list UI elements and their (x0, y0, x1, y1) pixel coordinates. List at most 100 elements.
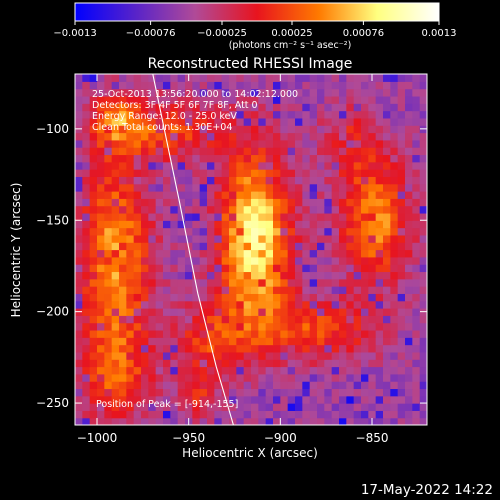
heatmap-cell (148, 147, 157, 156)
heatmap-cell (353, 234, 362, 243)
heatmap-cell (375, 395, 384, 404)
heatmap-cell (229, 74, 237, 82)
heatmap-cell (419, 242, 427, 251)
heatmap-cell (383, 300, 391, 309)
heatmap-cell (236, 125, 245, 134)
heatmap-cell (170, 183, 179, 192)
heatmap-cell (280, 95, 289, 104)
heatmap-cell (280, 176, 289, 185)
heatmap-cell (207, 351, 215, 360)
heatmap-cell (119, 359, 127, 368)
heatmap-cell (229, 249, 237, 258)
heatmap-cell (177, 242, 186, 251)
heatmap-cell (324, 132, 333, 141)
heatmap-cell (199, 110, 208, 119)
heatmap-cell (236, 403, 245, 411)
heatmap-cell (361, 95, 369, 104)
heatmap-cell (82, 417, 91, 425)
heatmap-cell (214, 315, 223, 324)
heatmap-cell (192, 191, 201, 199)
heatmap-cell (177, 132, 186, 141)
heatmap-cell (280, 220, 289, 229)
heatmap-cell (236, 337, 245, 346)
heatmap-cell (375, 359, 384, 368)
heatmap-cell (82, 256, 91, 265)
heatmap-cell (375, 403, 384, 411)
heatmap-cell (339, 103, 347, 112)
heatmap-cell (185, 212, 193, 221)
heatmap-cell (104, 234, 113, 243)
heatmap-cell (111, 95, 120, 104)
heatmap-cell (111, 403, 120, 411)
heatmap-cell (155, 264, 164, 273)
heatmap-cell (185, 388, 193, 397)
heatmap-cell (265, 329, 274, 338)
heatmap-cell (397, 176, 406, 185)
heatmap-cell (207, 183, 215, 192)
heatmap-cell (155, 161, 164, 170)
heatmap-cell (111, 227, 120, 236)
heatmap-cell (177, 344, 186, 353)
heatmap-cell (405, 322, 413, 331)
heatmap-cell (324, 191, 333, 199)
heatmap-cell (368, 403, 377, 411)
heatmap-cell (258, 359, 267, 368)
heatmap-cell (295, 139, 303, 148)
heatmap-cell (214, 147, 223, 156)
heatmap-cell (163, 110, 171, 119)
heatmap-cell (229, 366, 237, 375)
heatmap-cell (141, 271, 149, 280)
heatmap-cell (214, 417, 223, 425)
heatmap-cell (236, 410, 245, 419)
heatmap-cell (383, 315, 391, 324)
heatmap-cell (251, 344, 259, 353)
heatmap-cell (185, 329, 193, 338)
heatmap-cell (390, 227, 399, 236)
heatmap-cell (163, 154, 171, 163)
heatmap-cell (375, 74, 384, 82)
heatmap-cell (111, 359, 120, 368)
heatmap-cell (75, 395, 83, 404)
heatmap-cell (119, 388, 127, 397)
heatmap-cell (170, 264, 179, 273)
heatmap-cell (141, 337, 149, 346)
heatmap-cell (287, 381, 296, 390)
heatmap-cell (339, 417, 347, 425)
heatmap-cell (141, 403, 149, 411)
heatmap-cell (82, 249, 91, 258)
heatmap-cell (302, 125, 311, 134)
heatmap-cell (324, 81, 333, 90)
heatmap-cell (192, 366, 201, 375)
heatmap-cell (221, 417, 230, 425)
heatmap-cell (243, 366, 252, 375)
heatmap-cell (104, 315, 113, 324)
annotation-detectors: Detectors: 3F 4F 5F 6F 7F 8F, Att 0 (92, 100, 258, 111)
heatmap-cell (155, 278, 164, 287)
heatmap-cell (265, 139, 274, 148)
heatmap-cell (192, 74, 201, 82)
heatmap-cell (324, 410, 333, 419)
heatmap-cell (375, 366, 384, 375)
heatmap-cell (324, 212, 333, 221)
heatmap-cell (346, 117, 355, 126)
heatmap-cell (397, 359, 406, 368)
heatmap-cell (317, 74, 325, 82)
heatmap-cell (236, 271, 245, 280)
heatmap-cell (397, 256, 406, 265)
heatmap-cell (97, 322, 105, 331)
heatmap-cell (89, 417, 98, 425)
heatmap-cell (324, 103, 333, 112)
heatmap-cell (148, 161, 157, 170)
heatmap-cell (280, 278, 289, 287)
heatmap-cell (295, 271, 303, 280)
heatmap-cell (295, 191, 303, 199)
heatmap-cell (133, 395, 142, 404)
heatmap-cell (353, 74, 362, 82)
heatmap-cell (141, 322, 149, 331)
heatmap-cell (82, 198, 91, 207)
heatmap-cell (243, 154, 252, 163)
heatmap-cell (412, 242, 421, 251)
heatmap-cell (104, 373, 113, 382)
heatmap-cell (273, 242, 281, 251)
heatmap-cell (170, 322, 179, 331)
